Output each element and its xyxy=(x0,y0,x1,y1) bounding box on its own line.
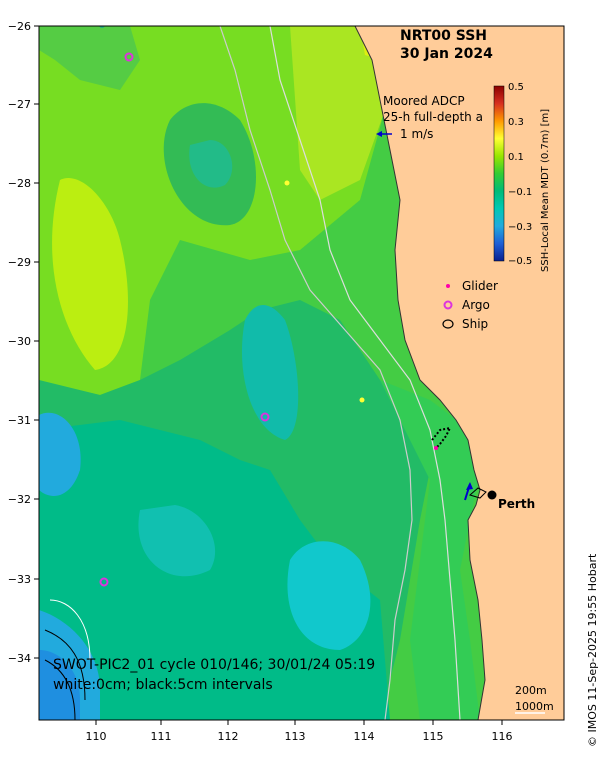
isobath-legend-1000m: 1000m xyxy=(515,700,554,713)
swot-contours: white:0cm; black:5cm intervals xyxy=(53,677,273,693)
colorbar-tick: 0.1 xyxy=(508,152,524,163)
x-axis: 110 111 112 113 114 115 116 xyxy=(86,720,513,743)
y-tick-label: −29 xyxy=(8,256,31,269)
legend-argo: Argo xyxy=(462,298,490,312)
colorbar-tick: −0.5 xyxy=(508,256,532,267)
y-tick-label: −30 xyxy=(8,335,31,348)
isobath-200m xyxy=(269,26,461,720)
glider-marker xyxy=(359,397,365,403)
colorbar-tick: −0.3 xyxy=(508,222,532,233)
y-axis: −26 −27 −28 −29 −30 −31 −32 −33 −34 xyxy=(8,20,39,665)
isobath-legend-200m: 200m xyxy=(515,684,547,697)
colorbar-tick: 0.5 xyxy=(508,82,524,93)
colorbar: 0.5 0.3 0.1 −0.1 −0.3 −0.5 SSH-Local Mea… xyxy=(493,82,551,272)
ssh-field xyxy=(39,26,564,720)
adcp-sublabel: 25-h full-depth a xyxy=(383,110,483,124)
perth-marker-icon xyxy=(487,490,497,500)
y-tick-label: −34 xyxy=(8,652,31,665)
x-tick-label: 111 xyxy=(151,730,172,743)
x-tick-label: 110 xyxy=(86,730,107,743)
glider-marker xyxy=(99,26,105,28)
credit: © IMOS 11-Sep-2025 19:55 Hobart xyxy=(586,553,599,747)
glider-marker xyxy=(434,446,438,450)
legend-glider: Glider xyxy=(462,279,498,293)
legend-ship: Ship xyxy=(462,317,488,331)
x-tick-label: 115 xyxy=(423,730,444,743)
land-mass xyxy=(355,26,564,720)
map-title: NRT00 SSH xyxy=(400,28,487,44)
coastline xyxy=(354,26,486,720)
argo-marker xyxy=(124,52,134,62)
ship-legend-icon xyxy=(442,319,454,329)
city-label: Perth xyxy=(498,497,535,511)
isobath-1000m xyxy=(219,26,413,720)
y-tick-label: −26 xyxy=(8,20,31,33)
y-tick-label: −32 xyxy=(8,493,31,506)
y-tick-label: −33 xyxy=(8,573,31,586)
y-tick-label: −28 xyxy=(8,177,31,190)
adcp-scale-label: 1 m/s xyxy=(400,127,433,141)
colorbar-label: SSH-Local Mean MDT (0.7m) [m] xyxy=(540,109,551,272)
colorbar-tick: −0.1 xyxy=(508,187,532,198)
argo-marker xyxy=(99,577,109,587)
swot-info: SWOT-PIC2_01 cycle 010/146; 30/01/24 05:… xyxy=(53,657,375,673)
y-tick-label: −27 xyxy=(8,98,31,111)
x-tick-label: 113 xyxy=(285,730,306,743)
x-tick-label: 116 xyxy=(492,730,513,743)
x-tick-label: 112 xyxy=(218,730,239,743)
colorbar-tick: 0.3 xyxy=(508,117,524,128)
map-date: 30 Jan 2024 xyxy=(400,46,493,62)
argo-marker xyxy=(260,412,270,422)
x-tick-label: 114 xyxy=(354,730,375,743)
glider-legend-icon xyxy=(446,284,450,288)
adcp-label: Moored ADCP xyxy=(383,94,465,108)
glider-marker xyxy=(284,180,290,186)
y-tick-label: −31 xyxy=(8,414,31,427)
argo-legend-icon xyxy=(443,300,453,310)
legend: Glider Argo Ship xyxy=(442,279,498,331)
ship-track-perth xyxy=(468,487,487,499)
